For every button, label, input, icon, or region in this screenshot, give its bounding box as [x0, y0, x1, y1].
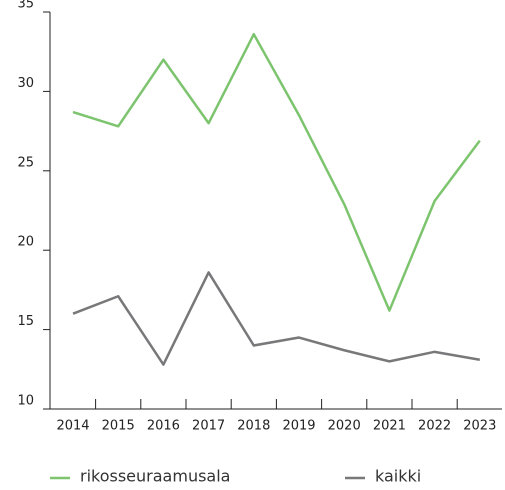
- y-tick-label: 10: [17, 394, 34, 409]
- x-tick-label: 2020: [328, 419, 361, 434]
- x-tick-label: 2018: [237, 419, 270, 434]
- legend-label: rikosseuraamusala: [80, 467, 230, 486]
- x-tick-label: 2021: [373, 419, 406, 434]
- y-tick-label: 25: [17, 155, 34, 170]
- x-tick-label: 2014: [56, 419, 89, 434]
- x-tick-label: 2022: [418, 419, 451, 434]
- x-tick-label: 2015: [102, 419, 135, 434]
- y-tick-label: 15: [17, 314, 34, 329]
- y-tick-label: 35: [17, 0, 34, 12]
- legend-label: kaikki: [375, 467, 421, 486]
- series-line: [72, 271, 481, 366]
- series-line: [72, 32, 481, 312]
- x-tick-label: 2017: [192, 419, 225, 434]
- y-tick-label: 30: [17, 76, 34, 91]
- y-tick-label: 20: [17, 235, 34, 250]
- x-tick-label: 2023: [463, 419, 496, 434]
- x-tick-label: 2016: [147, 419, 180, 434]
- x-tick-label: 2019: [282, 419, 315, 434]
